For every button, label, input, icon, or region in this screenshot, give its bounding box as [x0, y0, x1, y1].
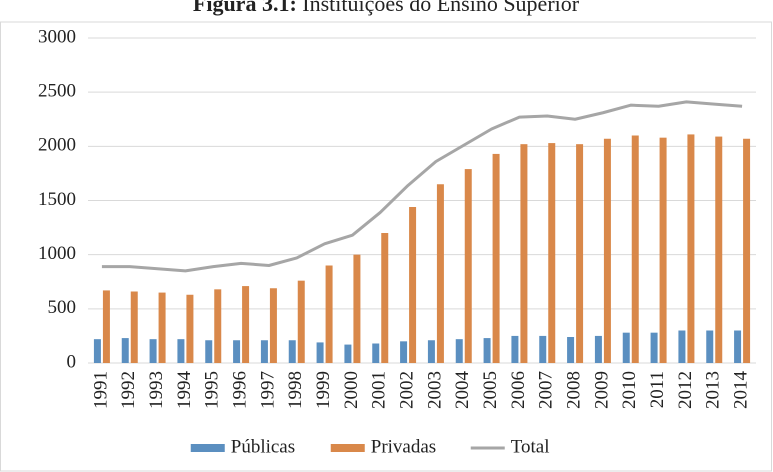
bar: [158, 292, 166, 363]
bar: [567, 337, 575, 363]
bar: [381, 233, 389, 363]
bar: [316, 342, 324, 363]
bar: [102, 290, 110, 363]
bar: [678, 330, 686, 363]
x-tick-label: 2010: [619, 371, 640, 409]
legend-label: Públicas: [231, 436, 295, 457]
legend-swatch: [330, 444, 365, 452]
bar: [409, 207, 417, 363]
x-tick-label: 2001: [369, 371, 390, 409]
bar: [483, 338, 491, 363]
x-tick-label: 2003: [424, 371, 445, 409]
line-series: [101, 100, 743, 273]
bar: [269, 288, 277, 363]
bar: [325, 265, 333, 363]
y-tick-label: 0: [67, 351, 77, 372]
y-tick-label: 2500: [38, 81, 76, 102]
x-tick-label: 1998: [285, 371, 306, 409]
chart-frame: [0, 21, 772, 472]
x-tick-label: 2004: [452, 371, 473, 410]
y-tick-label: 3000: [38, 26, 76, 47]
bar: [464, 169, 472, 363]
bar: [706, 330, 714, 363]
bar: [214, 289, 222, 363]
bar: [576, 144, 584, 363]
x-tick-label: 1991: [90, 371, 111, 409]
bar: [492, 153, 500, 363]
x-tick-label: 2009: [591, 371, 612, 409]
x-tick-label: 2005: [480, 371, 501, 409]
bar: [734, 330, 742, 363]
title-text: Instituições do Ensino Superior: [302, 0, 579, 16]
bar: [130, 291, 138, 363]
y-tick-label: 1000: [38, 243, 76, 264]
y-tick-label: 500: [48, 297, 77, 318]
bar: [149, 339, 157, 363]
bar: [539, 335, 547, 363]
bar: [353, 254, 361, 363]
bar: [743, 138, 751, 363]
bar: [455, 339, 463, 363]
legend-label: Total: [511, 436, 550, 457]
bar: [603, 138, 611, 363]
bar: [520, 144, 528, 363]
bar: [400, 341, 408, 363]
bar: [594, 335, 602, 363]
bar: [205, 340, 213, 363]
bar: [242, 286, 250, 363]
x-tick-label: 2011: [647, 371, 668, 408]
x-tick-label: 1995: [202, 371, 223, 409]
x-tick-label: 1997: [257, 371, 278, 409]
x-tick-label: 2014: [730, 371, 751, 410]
x-tick-label: 2002: [396, 371, 417, 409]
x-tick-label: 1996: [229, 371, 250, 409]
bar: [177, 339, 185, 363]
bar: [511, 335, 519, 363]
bar: [659, 137, 667, 363]
bar: [260, 340, 268, 363]
x-tick-label: 1992: [118, 371, 139, 409]
bar: [687, 134, 695, 363]
y-tick-label: 2000: [38, 135, 76, 156]
y-tick-label: 1500: [38, 189, 76, 210]
x-tick-label: 2007: [536, 371, 557, 409]
x-tick-label: 1993: [146, 371, 167, 409]
legend-swatch: [190, 444, 225, 452]
bar: [436, 184, 444, 363]
bar: [344, 344, 352, 363]
bar: [372, 343, 380, 363]
chart-title: Figura 3.1: Instituições do Ensino Super…: [193, 0, 580, 16]
x-tick-label: 2000: [341, 371, 362, 409]
x-tick-label: 2013: [703, 371, 724, 409]
figure-label: Figura 3.1:: [193, 0, 297, 16]
bar: [650, 332, 658, 363]
bar: [622, 332, 630, 363]
bar: [186, 294, 194, 363]
bar: [297, 280, 305, 363]
x-tick-label: 2008: [563, 371, 584, 409]
bar: [288, 340, 296, 363]
legend-label: Privadas: [371, 436, 436, 457]
bar: [233, 340, 241, 363]
bar: [715, 136, 723, 363]
bar: [548, 143, 556, 363]
bar: [93, 339, 101, 363]
x-tick-label: 2006: [508, 371, 529, 409]
bar: [631, 135, 639, 363]
x-tick-label: 1999: [313, 371, 334, 409]
x-tick-label: 2012: [675, 371, 696, 409]
bar: [121, 338, 129, 363]
bar: [427, 340, 435, 363]
x-tick-label: 1994: [174, 371, 195, 410]
